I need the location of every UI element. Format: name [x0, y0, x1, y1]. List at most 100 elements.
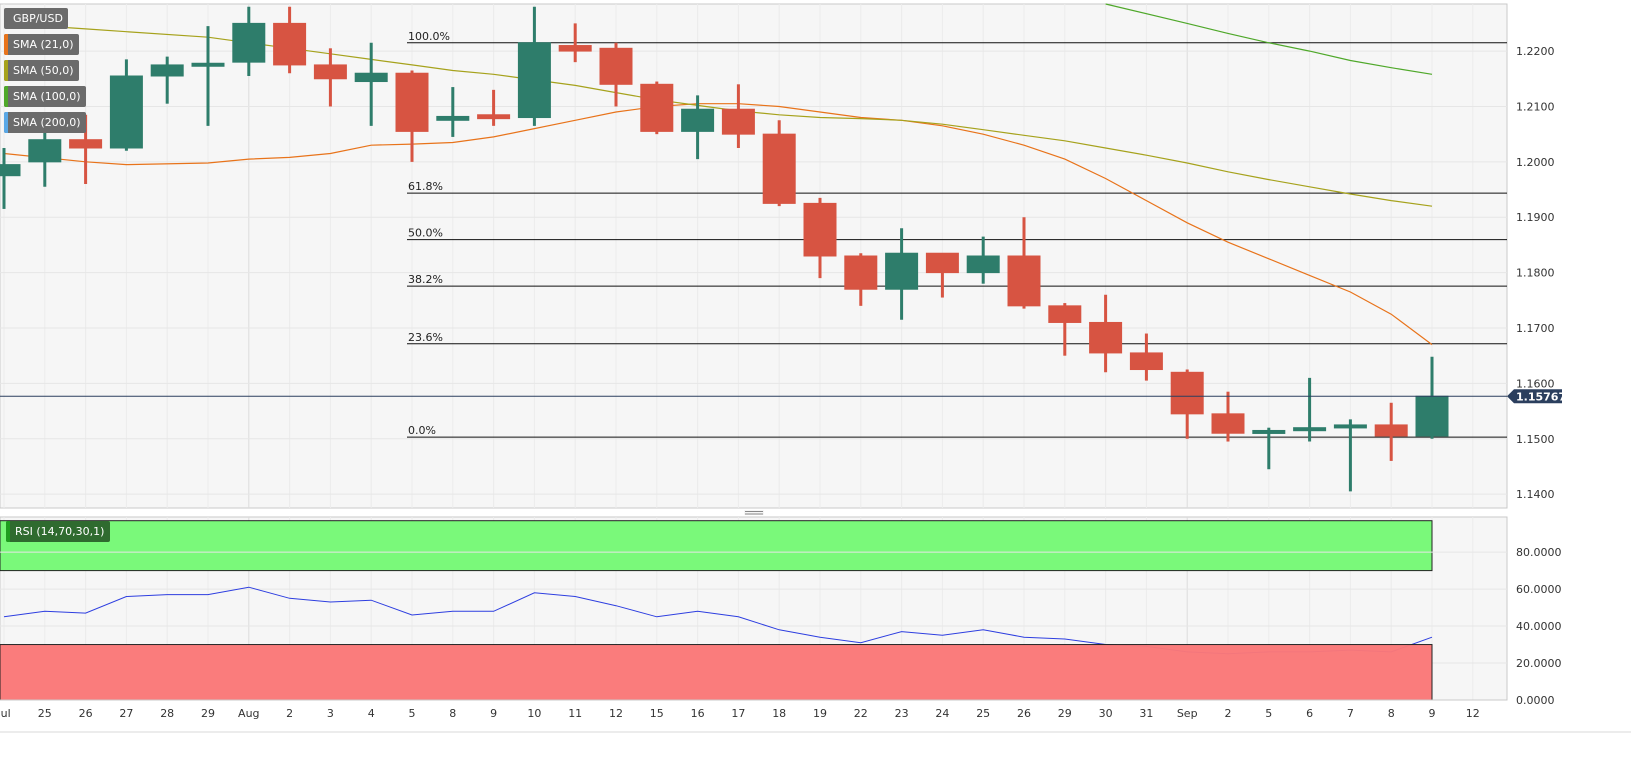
x-tick-label: 24 [935, 707, 949, 720]
candle-body [1415, 395, 1449, 437]
candle-body [1007, 255, 1041, 307]
x-tick-label: 18 [772, 707, 786, 720]
rsi-y-tick-label: 80.0000 [1516, 546, 1562, 559]
y-tick-label: 1.2100 [1516, 100, 1555, 113]
legend-item-sma21[interactable]: SMA (21,0) [4, 34, 79, 55]
candle-body [354, 72, 388, 83]
candle-body [1211, 413, 1245, 434]
rsi-y-tick-label: 0.0000 [1516, 694, 1555, 707]
legend-item-sma50[interactable]: SMA (50,0) [4, 60, 79, 81]
candle-body [803, 202, 837, 257]
x-tick-label: 2 [286, 707, 293, 720]
x-tick-label: 15 [650, 707, 664, 720]
legend-swatch [6, 521, 10, 542]
x-tick-label: 25 [38, 707, 52, 720]
candle-body [925, 252, 959, 274]
x-tick-label: 8 [449, 707, 456, 720]
sma-line [3, 22, 1433, 207]
candle-body [599, 47, 633, 85]
candle-body [885, 252, 919, 290]
x-tick-label: 26 [79, 707, 93, 720]
candle-body [1333, 424, 1367, 429]
candle-body [1089, 321, 1123, 354]
legend-title[interactable]: GBP/USD [4, 8, 68, 29]
x-tick-label: 6 [1306, 707, 1313, 720]
candle-body [721, 108, 755, 135]
x-tick-label: Aug [238, 707, 259, 720]
candle-body [395, 72, 429, 132]
candle-body [681, 108, 715, 132]
x-tick-label: Jul [0, 707, 11, 720]
legend: GBP/USD SMA (21,0) SMA (50,0) SMA (100,0… [4, 8, 86, 138]
x-tick-label: 5 [409, 707, 416, 720]
candle-body [1170, 371, 1204, 415]
rsi-y-tick-label: 60.0000 [1516, 583, 1562, 596]
x-tick-label: 9 [1429, 707, 1436, 720]
x-tick-label: 22 [854, 707, 868, 720]
candle-body [1048, 305, 1082, 323]
candle-body [273, 22, 307, 66]
candle-body [477, 114, 511, 120]
legend-item-sma100[interactable]: SMA (100,0) [4, 86, 86, 107]
y-tick-label: 1.2200 [1516, 45, 1555, 58]
x-tick-label: 25 [976, 707, 990, 720]
legend-item-sma200[interactable]: SMA (200,0) [4, 112, 86, 133]
candle-body [1293, 427, 1327, 432]
candle-body [844, 255, 878, 290]
x-tick-label: 30 [1099, 707, 1113, 720]
fib-level-label: 50.0% [408, 227, 443, 240]
candle-body [517, 42, 551, 119]
x-tick-label: Sep [1177, 707, 1198, 720]
x-tick-label: 7 [1347, 707, 1354, 720]
candle-body [232, 22, 266, 63]
x-tick-label: 27 [119, 707, 133, 720]
fib-level-label: 38.2% [408, 273, 443, 286]
candle-body [0, 164, 21, 177]
candle-body [109, 75, 143, 149]
candle-body [558, 45, 592, 52]
x-tick-label: 5 [1265, 707, 1272, 720]
candle-body [69, 139, 103, 149]
x-tick-label: 19 [813, 707, 827, 720]
y-tick-label: 1.1500 [1516, 433, 1555, 446]
legend-item-label: SMA (200,0) [13, 116, 81, 129]
x-tick-label: 12 [1466, 707, 1480, 720]
rsi-overbought-band [0, 520, 1433, 572]
candle-body [191, 62, 225, 67]
candle-body [1129, 352, 1163, 371]
fib-level-label: 61.8% [408, 180, 443, 193]
rsi-y-tick-label: 40.0000 [1516, 620, 1562, 633]
rsi-legend[interactable]: RSI (14,70,30,1) [6, 521, 111, 542]
legend-swatch [4, 60, 8, 81]
x-tick-label: 16 [691, 707, 705, 720]
current-price-label: 1.157670 [1516, 390, 1574, 403]
rsi-y-tick-label: 20.0000 [1516, 657, 1562, 670]
legend-swatch [4, 112, 8, 133]
pane-splitter-bg [744, 510, 764, 515]
x-tick-label: 23 [895, 707, 909, 720]
sma-line [1105, 3, 1433, 75]
main-plot-area [0, 3, 1508, 509]
candle-body [1252, 429, 1286, 434]
legend-swatch [4, 86, 8, 107]
fib-level-label: 100.0% [408, 30, 450, 43]
x-tick-label: 26 [1017, 707, 1031, 720]
x-tick-label: 4 [368, 707, 375, 720]
x-tick-label: 29 [1058, 707, 1072, 720]
candle-body [28, 139, 62, 163]
candle-body [436, 115, 470, 121]
y-tick-label: 1.1900 [1516, 211, 1555, 224]
legend-item-label: SMA (100,0) [13, 90, 81, 103]
current-price-tag [1507, 389, 1562, 404]
y-tick-label: 1.1700 [1516, 322, 1555, 335]
x-tick-label: 2 [1225, 707, 1232, 720]
x-tick-label: 17 [731, 707, 745, 720]
x-tick-label: 28 [160, 707, 174, 720]
rsi-oversold-band [0, 644, 1433, 701]
x-tick-label: 11 [568, 707, 582, 720]
candle-body [640, 83, 674, 132]
candle-body [762, 133, 796, 204]
x-tick-label: 9 [490, 707, 497, 720]
